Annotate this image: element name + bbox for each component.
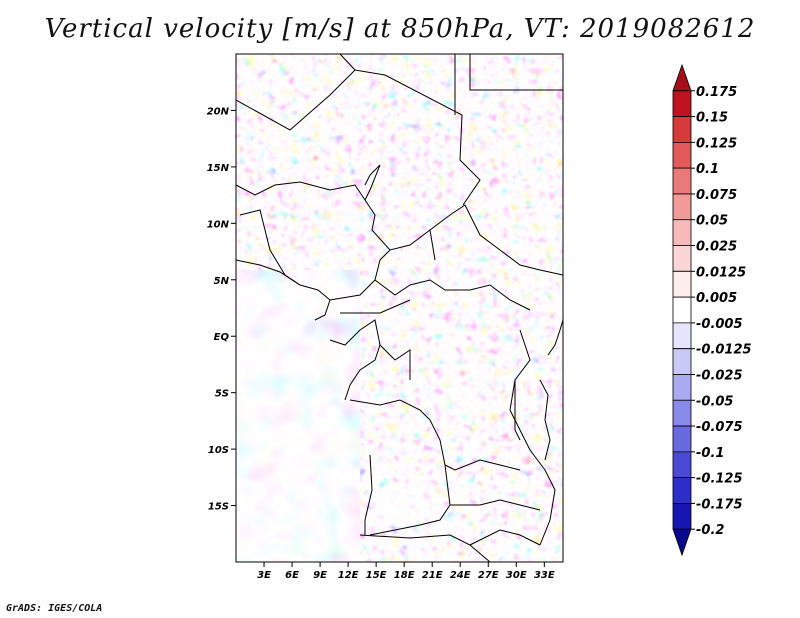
lat-tick-label: 15S bbox=[208, 502, 229, 513]
lat-tick-label: 10S bbox=[208, 445, 229, 456]
lon-tick-label: 12E bbox=[338, 570, 359, 581]
lon-tick-label: 21E bbox=[422, 570, 443, 581]
colorbar-label: -0.025 bbox=[696, 368, 743, 383]
lon-tick-label: 27E bbox=[478, 570, 499, 581]
colorbar-swatch bbox=[672, 374, 692, 401]
colorbar-label: 0.075 bbox=[696, 188, 737, 203]
colorbar-swatch bbox=[672, 503, 692, 530]
colorbar-swatch bbox=[672, 90, 692, 117]
lon-tick-label: 15E bbox=[366, 570, 387, 581]
lon-tick-label: 6E bbox=[285, 570, 299, 581]
colorbar-swatch bbox=[672, 167, 692, 195]
colorbar-swatch bbox=[672, 63, 692, 92]
country-borders bbox=[236, 54, 563, 562]
colorbar-swatch bbox=[672, 322, 692, 350]
lat-tick-label: 5N bbox=[214, 276, 230, 287]
vertical-velocity-field bbox=[236, 54, 563, 562]
colorbar-swatch bbox=[672, 219, 692, 246]
colorbar-label: -0.05 bbox=[696, 394, 733, 409]
colorbar-label: 0.05 bbox=[696, 214, 728, 229]
colorbar-label: 0.1 bbox=[696, 162, 719, 177]
colorbar-swatch bbox=[672, 245, 692, 272]
colorbar: 0.175 0.15 0.125 0.1 0.075 0.05 0.025 0.0125 0.0… bbox=[672, 63, 752, 557]
chart-title: Vertical velocity [m/s] at 850hPa, VT: 2… bbox=[44, 14, 756, 44]
colorbar-label: -0.005 bbox=[696, 317, 743, 332]
colorbar-swatch bbox=[672, 296, 692, 324]
colorbar-swatch bbox=[672, 348, 692, 375]
colorbar-label: -0.2 bbox=[696, 523, 724, 538]
colorbar-swatch bbox=[672, 116, 692, 143]
latitude-axis: 20N 15N 10N 5N EQ 5S 10S 15S bbox=[207, 106, 236, 513]
colorbar-label: -0.1 bbox=[696, 446, 724, 461]
colorbar-swatch bbox=[672, 399, 692, 427]
colorbar-swatch bbox=[672, 425, 692, 453]
colorbar-swatch bbox=[672, 270, 692, 298]
colorbar-label: -0.075 bbox=[696, 420, 743, 435]
lon-tick-label: 18E bbox=[394, 570, 415, 581]
plot-frame bbox=[235, 53, 564, 563]
colorbar-label: 0.025 bbox=[696, 240, 737, 255]
lat-tick-label: 10N bbox=[207, 219, 230, 230]
colorbar-label: -0.125 bbox=[696, 472, 743, 487]
lon-tick-label: 9E bbox=[313, 570, 327, 581]
colorbar-label: 0.125 bbox=[696, 136, 737, 151]
colorbar-label: -0.0125 bbox=[696, 343, 752, 358]
colorbar-label: 0.0125 bbox=[696, 265, 746, 280]
lon-tick-label: 30E bbox=[506, 570, 527, 581]
colorbar-swatch bbox=[672, 528, 692, 557]
colorbar-label: 0.175 bbox=[696, 85, 737, 100]
lon-tick-label: 33E bbox=[534, 570, 555, 581]
colorbar-label: 0.005 bbox=[696, 291, 737, 306]
colorbar-swatch bbox=[672, 451, 692, 479]
colorbar-swatch bbox=[672, 193, 692, 221]
lat-tick-label: 20N bbox=[207, 106, 230, 117]
lat-tick-label: 15N bbox=[207, 163, 230, 174]
colorbar-swatch bbox=[672, 477, 692, 504]
lon-tick-label: 3E bbox=[257, 570, 271, 581]
lon-tick-label: 24E bbox=[450, 570, 471, 581]
lat-tick-label: 5S bbox=[215, 389, 229, 400]
grads-credit: GrADS: IGES/COLA bbox=[6, 603, 103, 614]
colorbar-label: -0.175 bbox=[696, 497, 743, 512]
lat-tick-label: EQ bbox=[214, 332, 230, 343]
colorbar-swatch bbox=[672, 141, 692, 169]
colorbar-label: 0.15 bbox=[696, 111, 728, 126]
longitude-axis: 3E 6E 9E 12E 15E 18E 21E 24E 27E 30E 33E bbox=[257, 562, 555, 581]
